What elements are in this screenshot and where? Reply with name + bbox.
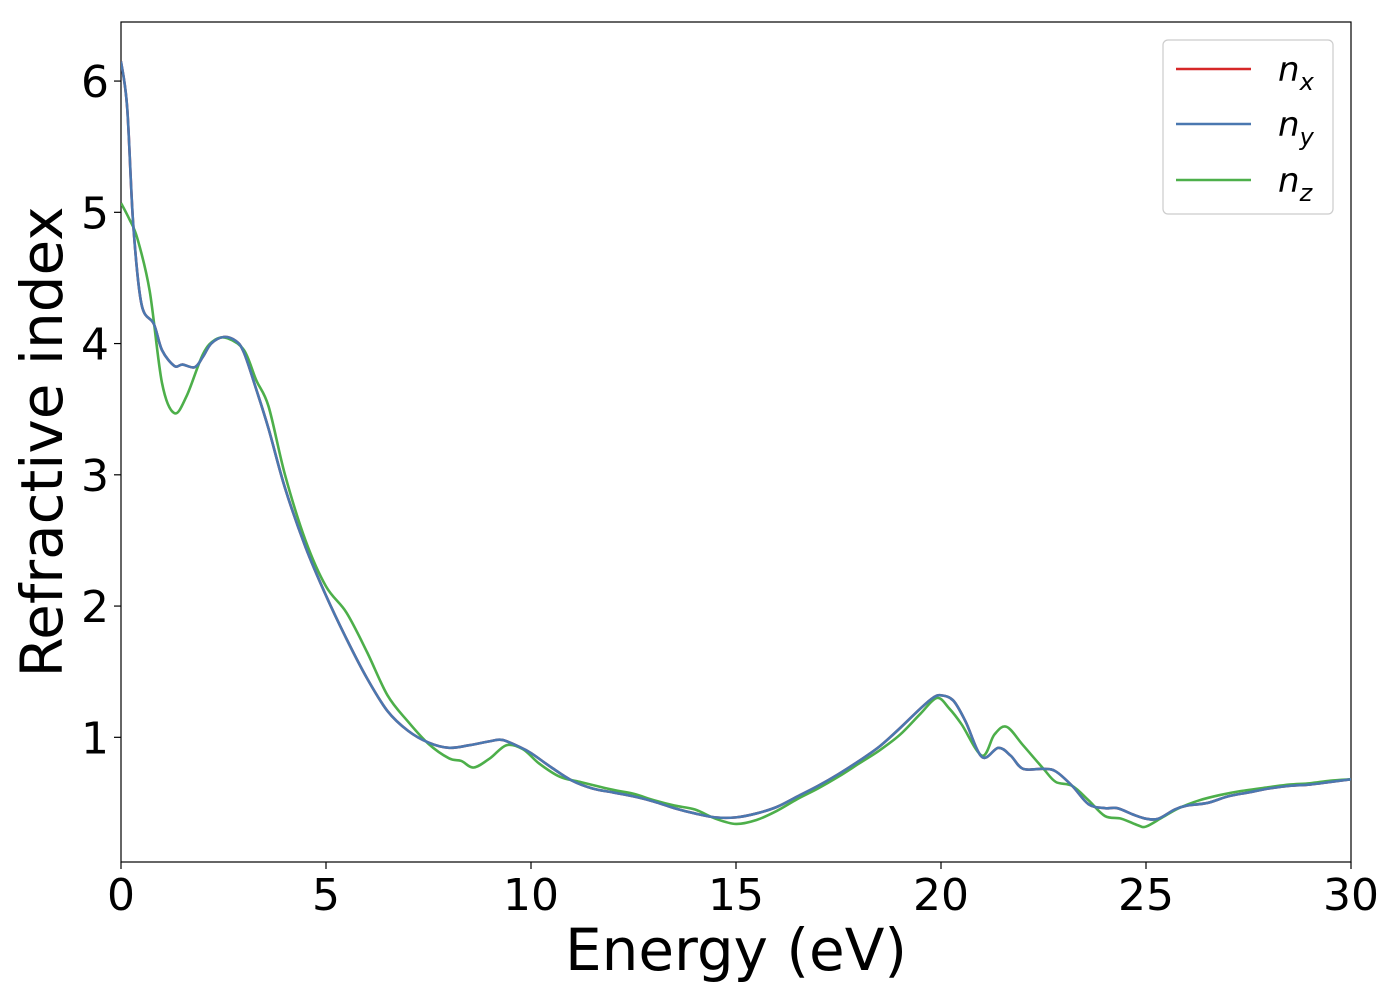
x-tick-label: 0 bbox=[107, 870, 135, 921]
y-tick-label: 4 bbox=[81, 320, 109, 371]
legend-label-main: n bbox=[1278, 50, 1300, 90]
x-tick-label: 25 bbox=[1118, 870, 1174, 921]
x-tick-label: 15 bbox=[708, 870, 764, 921]
x-tick-label: 20 bbox=[913, 870, 969, 921]
y-tick-label: 6 bbox=[81, 57, 109, 108]
y-tick-label: 5 bbox=[81, 188, 109, 239]
series-lines bbox=[121, 61, 1351, 829]
legend-label-sub: z bbox=[1299, 179, 1314, 207]
legend-label-main: n bbox=[1278, 105, 1300, 145]
legend-label-sub: y bbox=[1299, 123, 1315, 151]
series-line-n-y bbox=[121, 61, 1351, 821]
legend-box bbox=[1162, 39, 1334, 215]
y-tick-label: 1 bbox=[81, 713, 109, 764]
y-tick-label: 3 bbox=[81, 451, 109, 502]
legend-label-n-z: nz bbox=[1278, 161, 1314, 207]
legend-label-main: n bbox=[1278, 161, 1300, 201]
y-tick-label: 2 bbox=[81, 582, 109, 633]
x-tick-label: 10 bbox=[503, 870, 559, 921]
y-axis-ticks: 1 2 3 4 5 6 bbox=[81, 57, 121, 764]
legend-label-n-y: ny bbox=[1278, 105, 1315, 151]
x-axis-ticks: 0 5 10 15 20 25 30 bbox=[107, 862, 1379, 921]
legend-label-n-x: nx bbox=[1278, 50, 1315, 96]
y-axis-title: Refractive index bbox=[8, 206, 76, 677]
x-tick-label: 30 bbox=[1323, 870, 1379, 921]
series-line-n-z bbox=[121, 202, 1351, 829]
x-axis-title: Energy (eV) bbox=[565, 916, 907, 984]
x-tick-label: 5 bbox=[312, 870, 340, 921]
legend-label-sub: x bbox=[1299, 68, 1315, 96]
